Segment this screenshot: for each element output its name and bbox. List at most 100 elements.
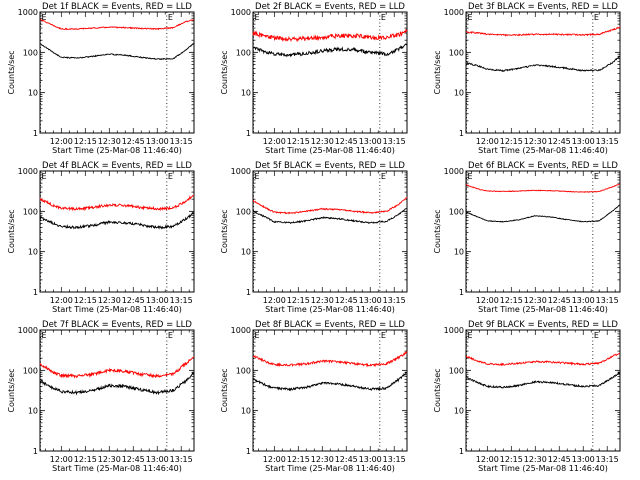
event-marker-label: E	[468, 13, 473, 22]
series-events	[39, 211, 195, 230]
y-tick-label: 100	[236, 366, 251, 375]
panel-title: Det 2f BLACK = Events, RED = LLD	[255, 2, 405, 12]
x-tick-label: 12:45	[122, 455, 145, 464]
x-tick-label: 12:00	[50, 137, 73, 146]
y-tick-label: 1000	[18, 8, 38, 17]
y-tick-label: 1000	[231, 8, 251, 17]
panel-title: Det 1f BLACK = Events, RED = LLD	[42, 2, 192, 12]
x-tick-label: 12:00	[476, 296, 499, 305]
x-tick-label: 12:15	[287, 296, 310, 305]
x-axis-label: Start Time (25-Mar-08 11:46:40)	[265, 305, 395, 314]
y-axis-label: Counts/sec	[7, 368, 16, 412]
plot-frame	[465, 170, 621, 293]
x-tick-label: 13:00	[359, 455, 382, 464]
x-tick-label: 13:00	[359, 137, 382, 146]
plot-frame	[252, 11, 408, 134]
x-tick-label: 13:15	[596, 296, 619, 305]
x-tick-label: 12:00	[476, 137, 499, 146]
series-events	[252, 372, 408, 392]
y-axis-label: Counts/sec	[220, 50, 229, 94]
x-tick-label: 13:00	[572, 137, 595, 146]
x-tick-label: 13:15	[170, 455, 193, 464]
x-tick-label: 13:00	[146, 455, 169, 464]
y-axis-label: Counts/sec	[7, 209, 16, 253]
x-axis-label: Start Time (25-Mar-08 11:46:40)	[52, 146, 182, 155]
x-tick-label: 12:45	[335, 455, 358, 464]
y-tick-label: 100	[236, 207, 251, 216]
series-events	[465, 371, 621, 389]
y-axis-label: Counts/sec	[220, 368, 229, 412]
series-lld	[465, 26, 621, 37]
panel-2: Det 2f BLACK = Events, RED = LLD Counts/s…	[220, 2, 408, 155]
x-tick-label: 13:15	[170, 296, 193, 305]
series-events	[252, 208, 408, 224]
series-events	[252, 42, 408, 58]
y-tick-label: 10	[28, 248, 38, 257]
y-tick-label: 1	[246, 447, 251, 456]
x-tick-label: 13:00	[572, 296, 595, 305]
x-tick-label: 13:15	[383, 296, 406, 305]
x-tick-label: 13:00	[572, 455, 595, 464]
y-tick-label: 10	[241, 407, 251, 416]
plot-frame	[39, 170, 195, 293]
x-tick-label: 12:30	[524, 455, 547, 464]
series-lld	[39, 356, 195, 379]
y-tick-label: 100	[23, 366, 38, 375]
series-lld	[39, 194, 195, 212]
y-tick-label: 1	[33, 288, 38, 297]
panel-title: Det 8f BLACK = Events, RED = LLD	[255, 320, 405, 330]
x-tick-label: 12:45	[122, 296, 145, 305]
x-tick-label: 12:15	[74, 137, 97, 146]
event-marker-label: E	[42, 13, 47, 22]
event-marker-label: E	[381, 172, 386, 181]
event-marker-label: E	[168, 331, 173, 340]
plot-frame	[465, 11, 621, 134]
x-tick-label: 12:30	[311, 455, 334, 464]
y-axis-label: Counts/sec	[433, 368, 442, 412]
y-axis-label: Counts/sec	[433, 50, 442, 94]
y-tick-label: 1000	[444, 167, 464, 176]
x-axis-label: Start Time (25-Mar-08 11:46:40)	[478, 146, 608, 155]
y-tick-label: 1000	[18, 167, 38, 176]
panel-8: Det 8f BLACK = Events, RED = LLD Counts/s…	[220, 320, 408, 473]
y-tick-label: 100	[236, 48, 251, 57]
x-tick-label: 13:15	[383, 137, 406, 146]
x-tick-label: 12:45	[335, 137, 358, 146]
event-marker-label: E	[168, 13, 173, 22]
y-tick-label: 1	[246, 288, 251, 297]
event-marker-label: E	[381, 331, 386, 340]
series-events	[39, 371, 195, 396]
x-tick-label: 12:00	[476, 455, 499, 464]
event-marker-label: E	[468, 331, 473, 340]
x-axis-label: Start Time (25-Mar-08 11:46:40)	[52, 464, 182, 473]
plot-frame	[252, 170, 408, 293]
x-tick-label: 12:45	[548, 455, 571, 464]
x-tick-label: 13:15	[596, 137, 619, 146]
event-marker-label: E	[255, 13, 260, 22]
x-tick-label: 12:45	[548, 296, 571, 305]
x-axis-label: Start Time (25-Mar-08 11:46:40)	[265, 464, 395, 473]
series-lld	[465, 183, 621, 193]
series-events	[465, 55, 621, 73]
event-marker-label: E	[468, 172, 473, 181]
x-axis-label: Start Time (25-Mar-08 11:46:40)	[52, 305, 182, 314]
panel-title: Det 6f BLACK = Events, RED = LLD	[468, 161, 618, 171]
panel-4: Det 4f BLACK = Events, RED = LLD Counts/s…	[7, 161, 195, 314]
y-tick-label: 10	[454, 407, 464, 416]
series-events	[465, 204, 621, 223]
panel-6: Det 6f BLACK = Events, RED = LLD Counts/s…	[433, 161, 621, 314]
x-tick-label: 12:30	[98, 137, 121, 146]
series-events	[39, 42, 195, 61]
event-marker-label: E	[594, 172, 599, 181]
x-tick-label: 12:30	[311, 137, 334, 146]
y-tick-label: 10	[28, 89, 38, 98]
x-tick-label: 12:15	[500, 137, 523, 146]
y-tick-label: 10	[454, 89, 464, 98]
panel-3: Det 3f BLACK = Events, RED = LLD Counts/s…	[433, 2, 621, 155]
x-tick-label: 12:30	[524, 137, 547, 146]
x-tick-label: 12:30	[98, 455, 121, 464]
y-tick-label: 1	[459, 288, 464, 297]
y-axis-label: Counts/sec	[7, 50, 16, 94]
y-tick-label: 100	[449, 48, 464, 57]
